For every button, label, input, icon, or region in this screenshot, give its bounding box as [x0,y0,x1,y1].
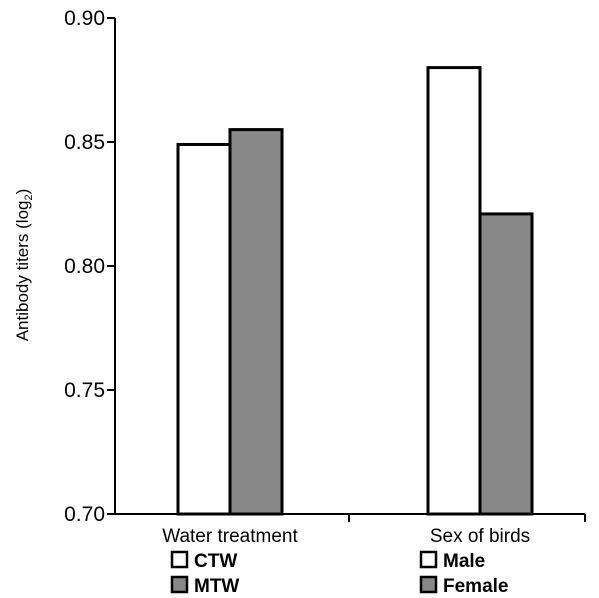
y-tick-label: 0.80 [64,255,105,278]
y-tick-label: 0.75 [64,379,105,402]
y-axis-label-close: ) [13,189,32,195]
bars [176,66,534,516]
y-axis: 0.70 0.75 0.80 0.85 0.90 [64,7,116,526]
y-tick-label: 0.90 [64,7,105,30]
y-axis-label-main: Antibody titers (log [13,201,32,342]
group-label: Water treatment [162,526,298,547]
legends: CTW MTW Male Female [170,550,508,597]
y-axis-label: Antibody titers (log2) [13,189,35,342]
legend-label-ctw: CTW [194,551,237,572]
legend-swatch-male [419,550,438,569]
y-tick-label: 0.70 [64,503,105,526]
bar-ctw [176,142,232,516]
legend-swatch-female [419,575,438,594]
y-axis-label-subscript: 2 [23,194,35,200]
bar-male [426,66,482,516]
y-tick-label: 0.85 [64,131,105,154]
legend-swatch-mtw [170,575,189,594]
legend-label-mtw: MTW [194,576,239,597]
group-label: Sex of birds [430,526,530,547]
group-labels: Water treatment Sex of birds [162,526,530,547]
bar-mtw [228,128,284,516]
legend-swatch-ctw [170,550,189,569]
legend-label-male: Male [443,551,485,572]
legend-label-female: Female [443,576,508,597]
bar-female [478,212,534,516]
